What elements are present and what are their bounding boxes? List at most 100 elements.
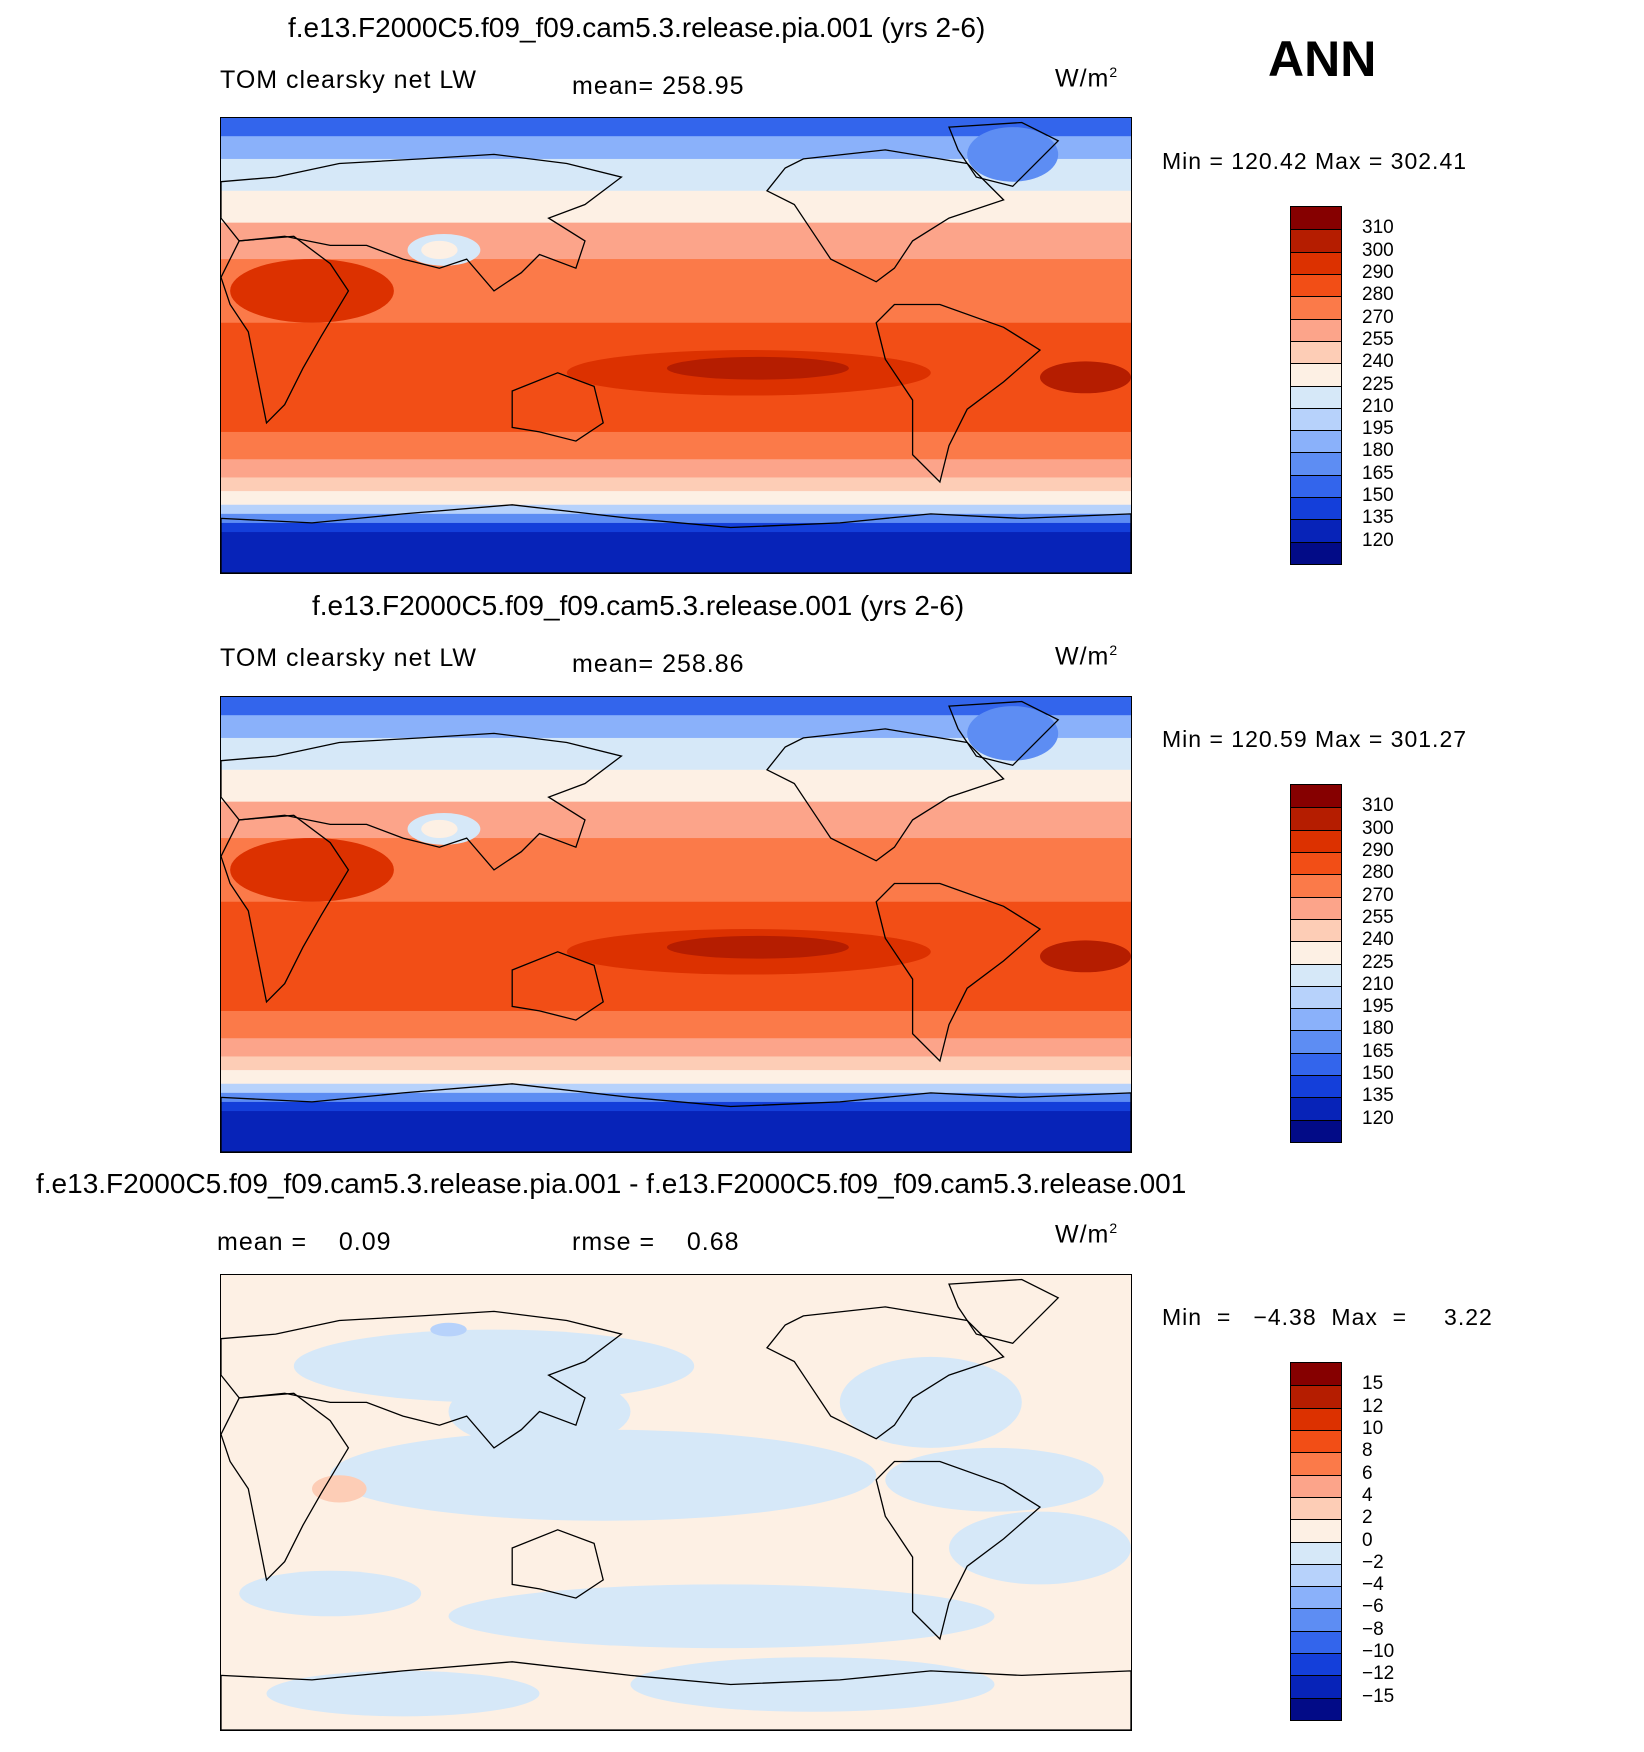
- colorbar-tick-label: 225: [1362, 373, 1394, 395]
- colorbar-tick-label: 240: [1362, 351, 1394, 373]
- contour-band: [221, 715, 1131, 739]
- colorbar-box: [1291, 340, 1341, 364]
- coastline: [765, 149, 1005, 283]
- contour-feature: [666, 935, 849, 959]
- contour-feature: [239, 1570, 422, 1617]
- colorbar-tick-label: 310: [1362, 217, 1394, 239]
- coastline: [948, 700, 1060, 767]
- map-plot: [220, 1274, 1132, 1731]
- colorbar-tick-label: 210: [1362, 395, 1394, 417]
- colorbar-box: [1291, 452, 1341, 475]
- contour-band: [221, 431, 1131, 460]
- colorbar-box: [1291, 363, 1341, 386]
- colorbar-box: [1291, 1452, 1341, 1475]
- colorbar-tick-label: 255: [1362, 328, 1394, 350]
- map-plot: [220, 117, 1132, 574]
- contour-feature: [230, 838, 394, 902]
- coastline: [221, 1661, 1131, 1730]
- colorbar-tick-label: 300: [1362, 817, 1394, 839]
- colorbar-tick-label: 310: [1362, 795, 1394, 817]
- colorbar-tick-label: 225: [1362, 951, 1394, 973]
- colorbar-tick-label: 12: [1362, 1395, 1384, 1417]
- colorbar-box: [1291, 896, 1341, 919]
- colorbar-box: [1291, 851, 1341, 875]
- colorbar-box: [1291, 1429, 1341, 1453]
- coastline: [221, 504, 1131, 573]
- colorbar: [1290, 1362, 1342, 1721]
- colorbar-tick-label: 2: [1362, 1507, 1373, 1529]
- colorbar-box: [1291, 941, 1341, 964]
- colorbar-tick-label: 165: [1362, 462, 1394, 484]
- mean-label: mean= 258.95: [572, 72, 745, 100]
- colorbar-tick-label: 195: [1362, 418, 1394, 440]
- contour-feature: [839, 1356, 1022, 1448]
- colorbar-tick-label: 240: [1362, 929, 1394, 951]
- colorbar-box: [1291, 1675, 1341, 1698]
- colorbar-tick-label: 180: [1362, 440, 1394, 462]
- colorbar-box: [1291, 1496, 1341, 1520]
- contour-band: [221, 459, 1131, 478]
- colorbar-box: [1291, 918, 1341, 942]
- colorbar-tick-label: −10: [1362, 1641, 1395, 1663]
- contour-feature: [312, 1475, 367, 1503]
- colorbar-box: [1291, 785, 1341, 808]
- colorbar-box: [1291, 1697, 1341, 1720]
- colorbar-box: [1291, 1097, 1341, 1120]
- contour-band: [221, 504, 1131, 515]
- colorbar-tick-label: 0: [1362, 1529, 1373, 1551]
- contour-band: [221, 190, 1131, 224]
- colorbar-tick-label: 120: [1362, 529, 1394, 551]
- colorbar-tick-label: −12: [1362, 1663, 1395, 1685]
- map-field: [221, 697, 1131, 1152]
- units-label: W/m2: [1055, 642, 1119, 671]
- variable-label: TOM clearsky net LW: [220, 66, 478, 94]
- coastline: [765, 1306, 1005, 1440]
- min-max-label: Min = 120.42 Max = 302.41: [1162, 148, 1468, 174]
- colorbar-tick-label: 270: [1362, 884, 1394, 906]
- season-label: ANN: [1268, 31, 1377, 87]
- colorbar-box: [1291, 1541, 1341, 1564]
- colorbar-box: [1291, 251, 1341, 274]
- colorbar-box: [1291, 1075, 1341, 1098]
- colorbar-box: [1291, 1052, 1341, 1076]
- colorbar-box: [1291, 1563, 1341, 1587]
- contour-band: [221, 513, 1131, 524]
- colorbar-box: [1291, 963, 1341, 986]
- contour-band: [221, 1083, 1131, 1094]
- colorbar-box: [1291, 807, 1341, 830]
- colorbar-tick-label: 135: [1362, 1085, 1394, 1107]
- colorbar-tick-label: 15: [1362, 1373, 1384, 1395]
- colorbar-box: [1291, 1630, 1341, 1654]
- contour-feature: [421, 240, 458, 260]
- contour-band: [221, 697, 1131, 716]
- colorbar: [1290, 206, 1342, 565]
- colorbar-tick-label: 300: [1362, 239, 1394, 261]
- colorbar-box: [1291, 1586, 1341, 1609]
- contour-band: [221, 522, 1131, 533]
- coastline: [948, 1278, 1060, 1345]
- units-superscript: 2: [1109, 64, 1119, 80]
- contour-feature: [430, 1322, 467, 1337]
- colorbar-tick-label: 290: [1362, 839, 1394, 861]
- contour-feature: [967, 706, 1059, 761]
- colorbar-tick-label: 10: [1362, 1417, 1384, 1439]
- coastline: [511, 1529, 604, 1599]
- colorbar-tick-label: −6: [1362, 1596, 1384, 1618]
- colorbar-tick-label: −4: [1362, 1574, 1384, 1596]
- colorbar-box: [1291, 385, 1341, 408]
- panel-title: f.e13.F2000C5.f09_f09.cam5.3.release.pia…: [288, 12, 986, 43]
- colorbar-tick-label: −2: [1362, 1551, 1384, 1573]
- contour-feature: [885, 1447, 1104, 1512]
- contour-feature: [949, 1511, 1131, 1585]
- variable-label: TOM clearsky net LW: [220, 644, 478, 672]
- units-label: W/m2: [1055, 1220, 1119, 1249]
- coastline: [948, 121, 1060, 188]
- panel-title: f.e13.F2000C5.f09_f09.cam5.3.release.pia…: [36, 1168, 1187, 1199]
- colorbar-box: [1291, 1519, 1341, 1542]
- colorbar-box: [1291, 1407, 1341, 1430]
- colorbar-box: [1291, 1385, 1341, 1408]
- contour-band: [221, 1038, 1131, 1057]
- colorbar-tick-label: 120: [1362, 1107, 1394, 1129]
- colorbar-box: [1291, 541, 1341, 564]
- colorbar-tick-label: 6: [1362, 1462, 1373, 1484]
